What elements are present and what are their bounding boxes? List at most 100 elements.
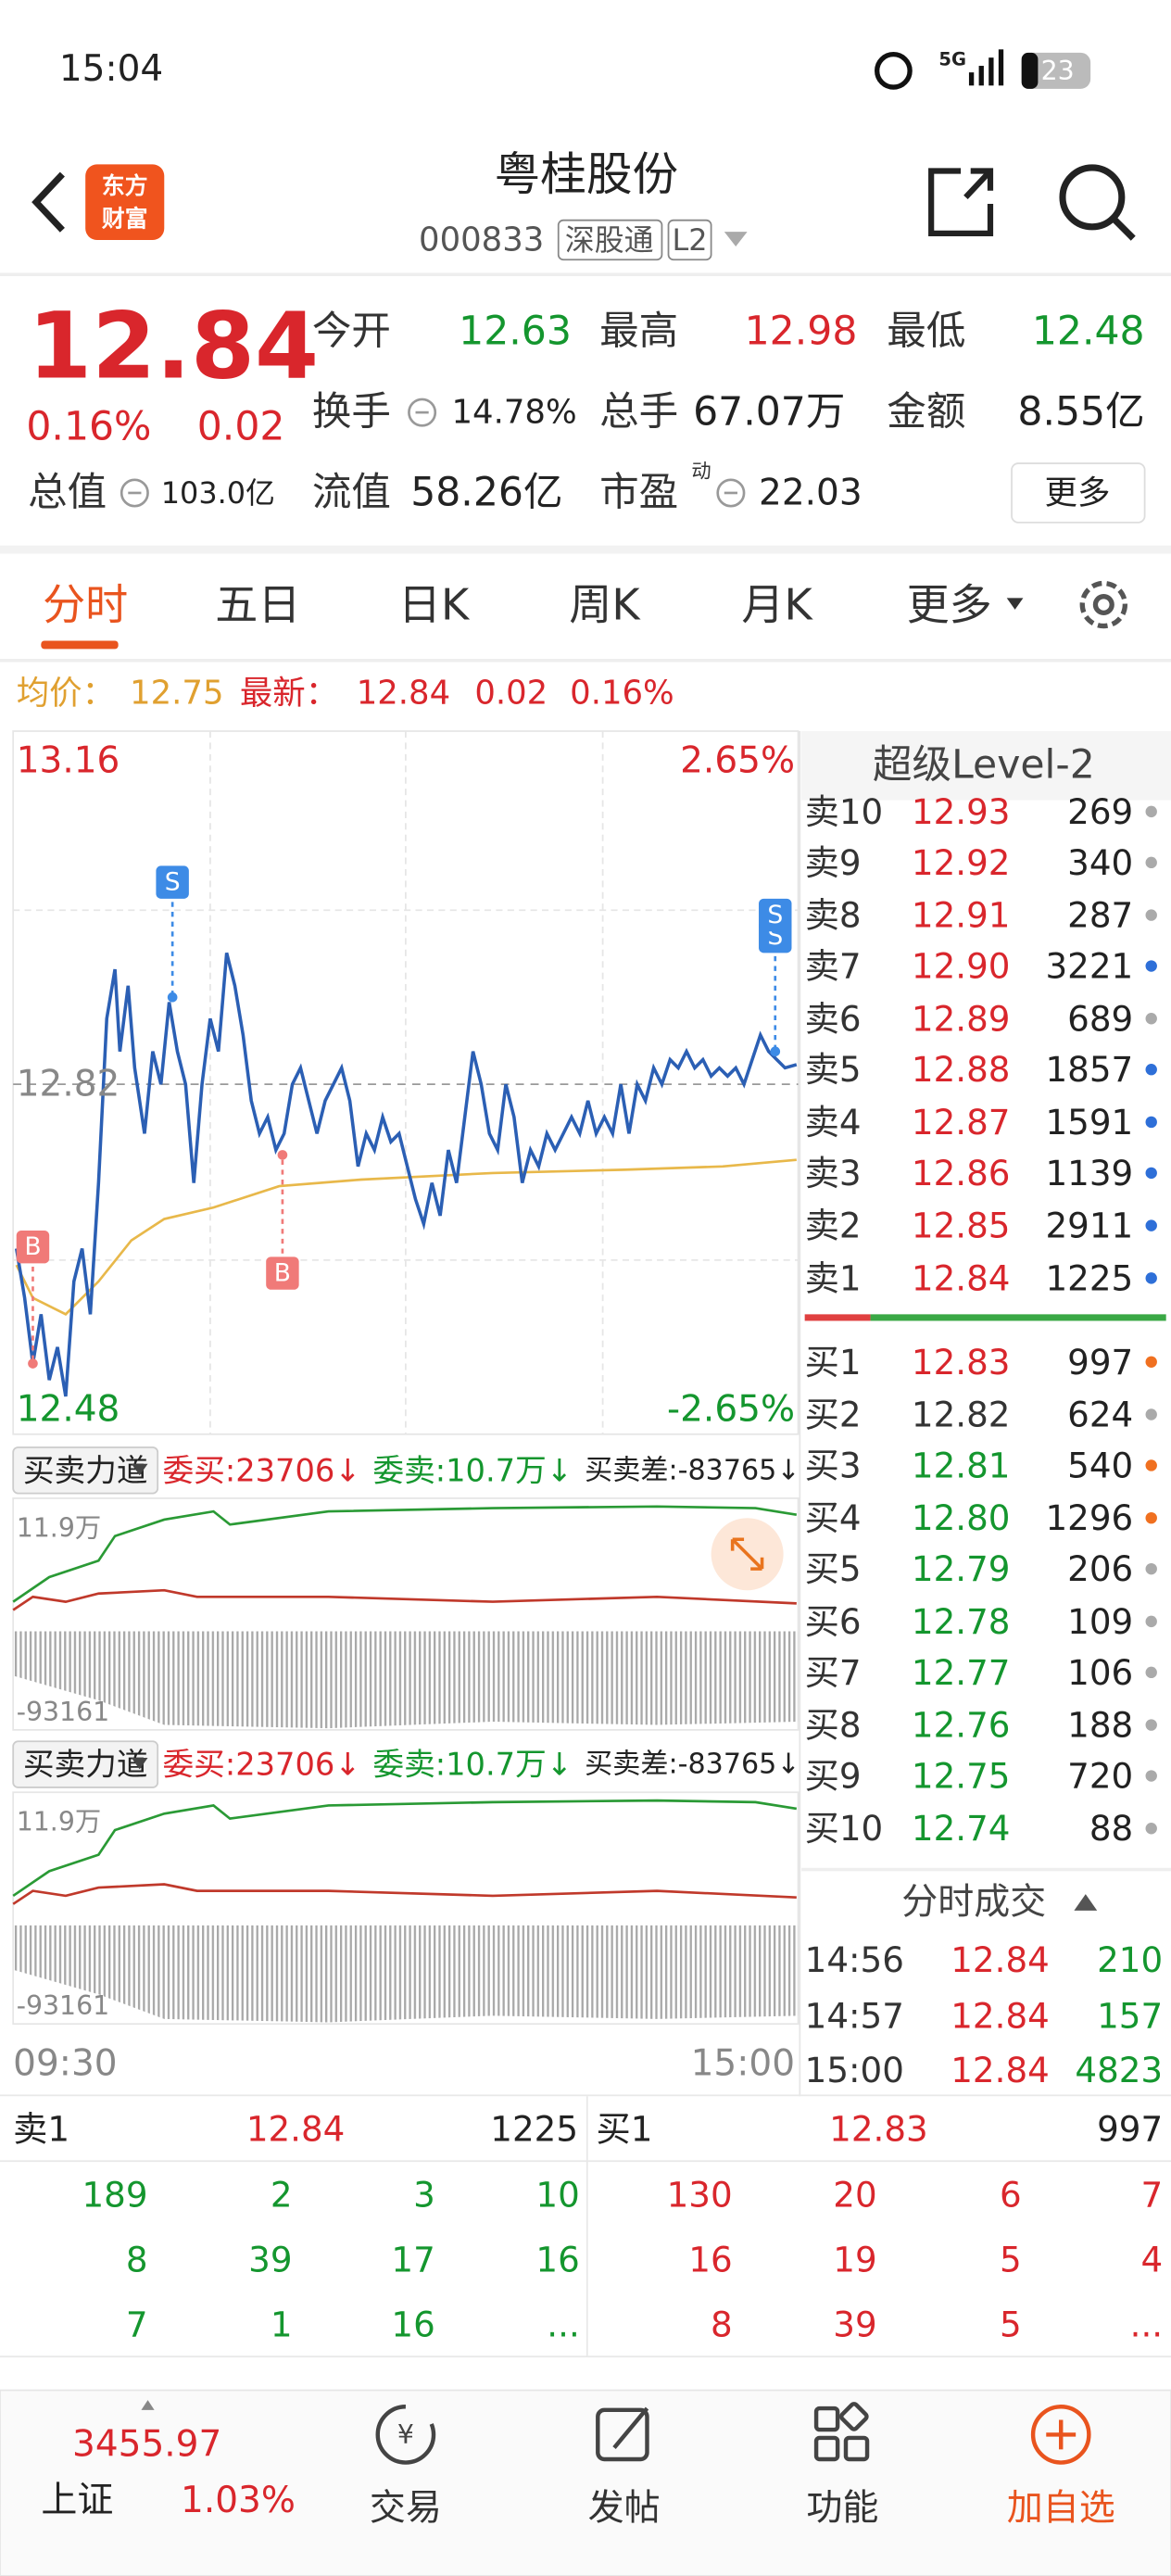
tab[interactable]: 分时 — [43, 580, 128, 630]
price-line — [14, 952, 798, 1397]
panel-min: -93161 — [17, 1990, 109, 2021]
icon-part — [1021, 52, 1091, 89]
selector-box[interactable] — [12, 1446, 159, 1495]
book-volume: 2911 — [1045, 1206, 1133, 1246]
search-button[interactable] — [1059, 164, 1136, 241]
trades: 14:56 12.84 210 14:57 12.84 157 15:00 12.84 4823 — [805, 1939, 1163, 2090]
expand-icon[interactable] — [730, 1537, 764, 1571]
selector-arrow[interactable] — [131, 1463, 148, 1476]
queue-order: 4 — [1140, 2240, 1163, 2280]
queue-order: 19 — [833, 2240, 876, 2280]
book-dot — [1145, 1666, 1157, 1679]
book-volume: 206 — [1067, 1548, 1133, 1589]
panel-min: -93161 — [17, 1697, 109, 1727]
nav-item[interactable]: 功能 — [806, 2488, 878, 2530]
indicator-bid: 委买:23706↓ — [163, 1452, 361, 1488]
marker-dot — [167, 991, 178, 1003]
icon-part — [813, 2406, 840, 2432]
icon-part — [1046, 2419, 1077, 2450]
queue-price: 12.84 — [246, 2109, 346, 2150]
book-label: 卖4 — [805, 1102, 862, 1143]
index-change[interactable]: 1.03% — [181, 2480, 296, 2521]
book-label: 买5 — [805, 1548, 862, 1589]
book-dot — [1145, 1823, 1157, 1835]
queue-order: 7 — [126, 2305, 148, 2345]
indicator-ask: 委卖:10.7万↓ — [372, 1747, 573, 1783]
indicator-selector[interactable]: 买卖力道 — [23, 1452, 148, 1488]
tab[interactable]: 周K — [569, 580, 641, 630]
queue-order: 130 — [667, 2175, 733, 2216]
stat-label: 最低 — [887, 309, 965, 355]
icon-part — [963, 168, 994, 199]
queue-label: 卖1 — [13, 2109, 69, 2150]
icon-part — [1030, 2405, 1091, 2465]
book-price: 12.77 — [912, 1652, 1011, 1693]
trades-title[interactable]: 分时成交 — [901, 1882, 1046, 1924]
icon-part — [586, 2096, 588, 2356]
indicator-selector[interactable]: 买卖力道 — [23, 1747, 148, 1783]
book-volume: 997 — [1067, 1342, 1133, 1383]
more-button[interactable] — [1011, 462, 1146, 524]
avg-price: 12.75 — [130, 675, 223, 713]
info-icon — [120, 478, 149, 508]
icon-part — [1021, 52, 1039, 89]
book-dot — [1145, 805, 1157, 818]
book-dot — [1145, 1719, 1157, 1731]
info-icon — [408, 398, 437, 427]
icon-part — [1079, 580, 1128, 629]
book-volume: 88 — [1089, 1808, 1133, 1849]
more-text[interactable]: 更多 — [1045, 474, 1111, 511]
tab[interactable]: 月K — [741, 580, 813, 630]
icon-part — [1111, 216, 1136, 241]
logo-text: 财富 — [102, 205, 148, 232]
nav-item[interactable]: 发帖 — [588, 2488, 661, 2530]
trade-volume: 210 — [1097, 1939, 1163, 1980]
queue-order: 16 — [688, 2240, 732, 2280]
book-price: 12.76 — [912, 1705, 1011, 1746]
book-dot — [1145, 856, 1157, 869]
tag-box — [557, 219, 663, 261]
book-dot — [1145, 1013, 1157, 1025]
index-arrow — [141, 2400, 155, 2410]
share-button[interactable] — [928, 168, 994, 236]
book-volume: 1857 — [1045, 1049, 1133, 1090]
stat-label: 换手 — [312, 390, 391, 436]
book-dot — [1145, 1459, 1157, 1471]
selector-box[interactable] — [12, 1740, 159, 1788]
tabs: 分时 五日 日K 周K 月K 更多 — [43, 580, 1024, 630]
dropdown-arrow[interactable] — [724, 232, 748, 247]
trades-toggle[interactable] — [1074, 1894, 1098, 1911]
tab[interactable]: 日K — [398, 580, 471, 630]
indicator-ask: 委卖:10.7万↓ — [372, 1452, 573, 1488]
marker-badge — [266, 1256, 299, 1290]
queue-order: 16 — [535, 2240, 579, 2280]
queue-price: 12.83 — [829, 2109, 928, 2150]
tab[interactable]: 五日 — [215, 580, 300, 630]
time-start: 09:30 — [13, 2042, 117, 2084]
book-dot — [1145, 1615, 1157, 1628]
index-value[interactable]: 3455.97 — [72, 2424, 221, 2466]
book-volume: 109 — [1067, 1601, 1133, 1642]
icon-part — [1092, 593, 1114, 616]
trade-price: 12.84 — [951, 2050, 1050, 2090]
index-name[interactable]: 上证 — [41, 2480, 113, 2521]
book-price: 12.83 — [912, 1342, 1011, 1383]
trade-volume: 4823 — [1075, 2050, 1163, 2090]
queue-volume: 997 — [1097, 2109, 1163, 2150]
nav-item[interactable]: 交易 — [370, 2488, 442, 2530]
book-dot — [1145, 1116, 1157, 1129]
tab-dropdown[interactable] — [1006, 598, 1024, 610]
nav-item[interactable]: 加自选 — [1007, 2488, 1115, 2530]
back-button[interactable] — [31, 171, 65, 233]
ask-line — [12, 1588, 797, 1611]
queue-order: 7 — [1140, 2175, 1163, 2216]
order-queue: 卖1 12.84 1225 189 2 3 10 8 39 17 16 7 1 16 ... 买1 12.83 9… — [13, 2109, 1163, 2345]
selector-arrow[interactable] — [131, 1758, 148, 1770]
queue-order: 189 — [82, 2175, 148, 2216]
icon-part — [813, 2435, 840, 2462]
tab[interactable]: 更多 — [907, 580, 992, 630]
settings-button[interactable] — [1079, 580, 1128, 629]
chart-frame — [12, 730, 800, 1435]
status-time: 15:04 — [59, 48, 163, 90]
